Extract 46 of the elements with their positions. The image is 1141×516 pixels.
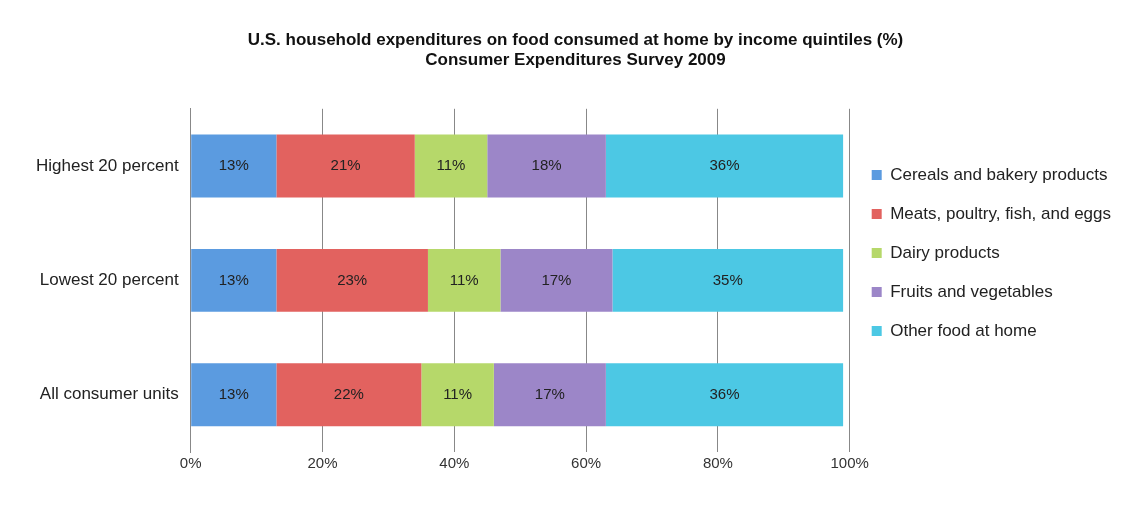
x-tick-label: 100% bbox=[830, 454, 869, 472]
bar bbox=[427, 248, 501, 312]
y-tick-label: Lowest 20 percent bbox=[39, 270, 179, 290]
legend-label: Meats, poultry, fish, and eggs bbox=[890, 203, 1112, 223]
data-label: 22% bbox=[333, 384, 364, 402]
data-label: 17% bbox=[541, 270, 572, 288]
data-label: 23% bbox=[337, 270, 368, 288]
data-label: 18% bbox=[531, 156, 562, 174]
bar bbox=[612, 248, 844, 312]
legend-label: Other food at home bbox=[890, 320, 1037, 340]
data-label: 13% bbox=[218, 156, 249, 174]
bar bbox=[605, 363, 844, 427]
bar bbox=[421, 363, 494, 427]
bar bbox=[276, 134, 415, 198]
data-label: 13% bbox=[218, 270, 249, 288]
y-tick-label: All consumer units bbox=[39, 384, 179, 404]
bar bbox=[276, 248, 428, 312]
chart-title: U.S. household expenditures on food consumed at home by income quintiles (%) bbox=[247, 29, 904, 49]
data-label: 36% bbox=[709, 384, 740, 402]
bar bbox=[605, 134, 844, 198]
x-tick-label: 20% bbox=[307, 454, 338, 472]
bar bbox=[191, 134, 277, 198]
data-label: 11% bbox=[449, 270, 479, 288]
bar bbox=[500, 248, 613, 312]
legend-label: Dairy products bbox=[890, 242, 1000, 262]
bar bbox=[191, 363, 277, 427]
bar bbox=[493, 363, 606, 427]
legend-label: Cereals and bakery products bbox=[890, 164, 1108, 184]
x-tick-label: 80% bbox=[702, 454, 733, 472]
data-label: 13% bbox=[218, 384, 249, 402]
data-label: 35% bbox=[712, 270, 743, 288]
legend-label: Fruits and vegetables bbox=[890, 281, 1053, 301]
bar bbox=[276, 363, 422, 427]
y-tick-label: Highest 20 percent bbox=[36, 155, 179, 175]
data-label: 11% bbox=[443, 384, 473, 402]
data-label: 11% bbox=[436, 156, 466, 174]
bar bbox=[487, 134, 606, 198]
data-label: 36% bbox=[709, 156, 740, 174]
x-tick-label: 60% bbox=[571, 454, 602, 472]
x-tick-label: 0% bbox=[179, 454, 202, 472]
chart-subtitle: Consumer Expenditures Survey 2009 bbox=[425, 50, 726, 70]
x-tick-label: 40% bbox=[439, 454, 470, 472]
data-label: 17% bbox=[534, 384, 565, 402]
bar bbox=[414, 134, 488, 198]
bar bbox=[191, 248, 277, 312]
data-label: 21% bbox=[330, 156, 361, 174]
